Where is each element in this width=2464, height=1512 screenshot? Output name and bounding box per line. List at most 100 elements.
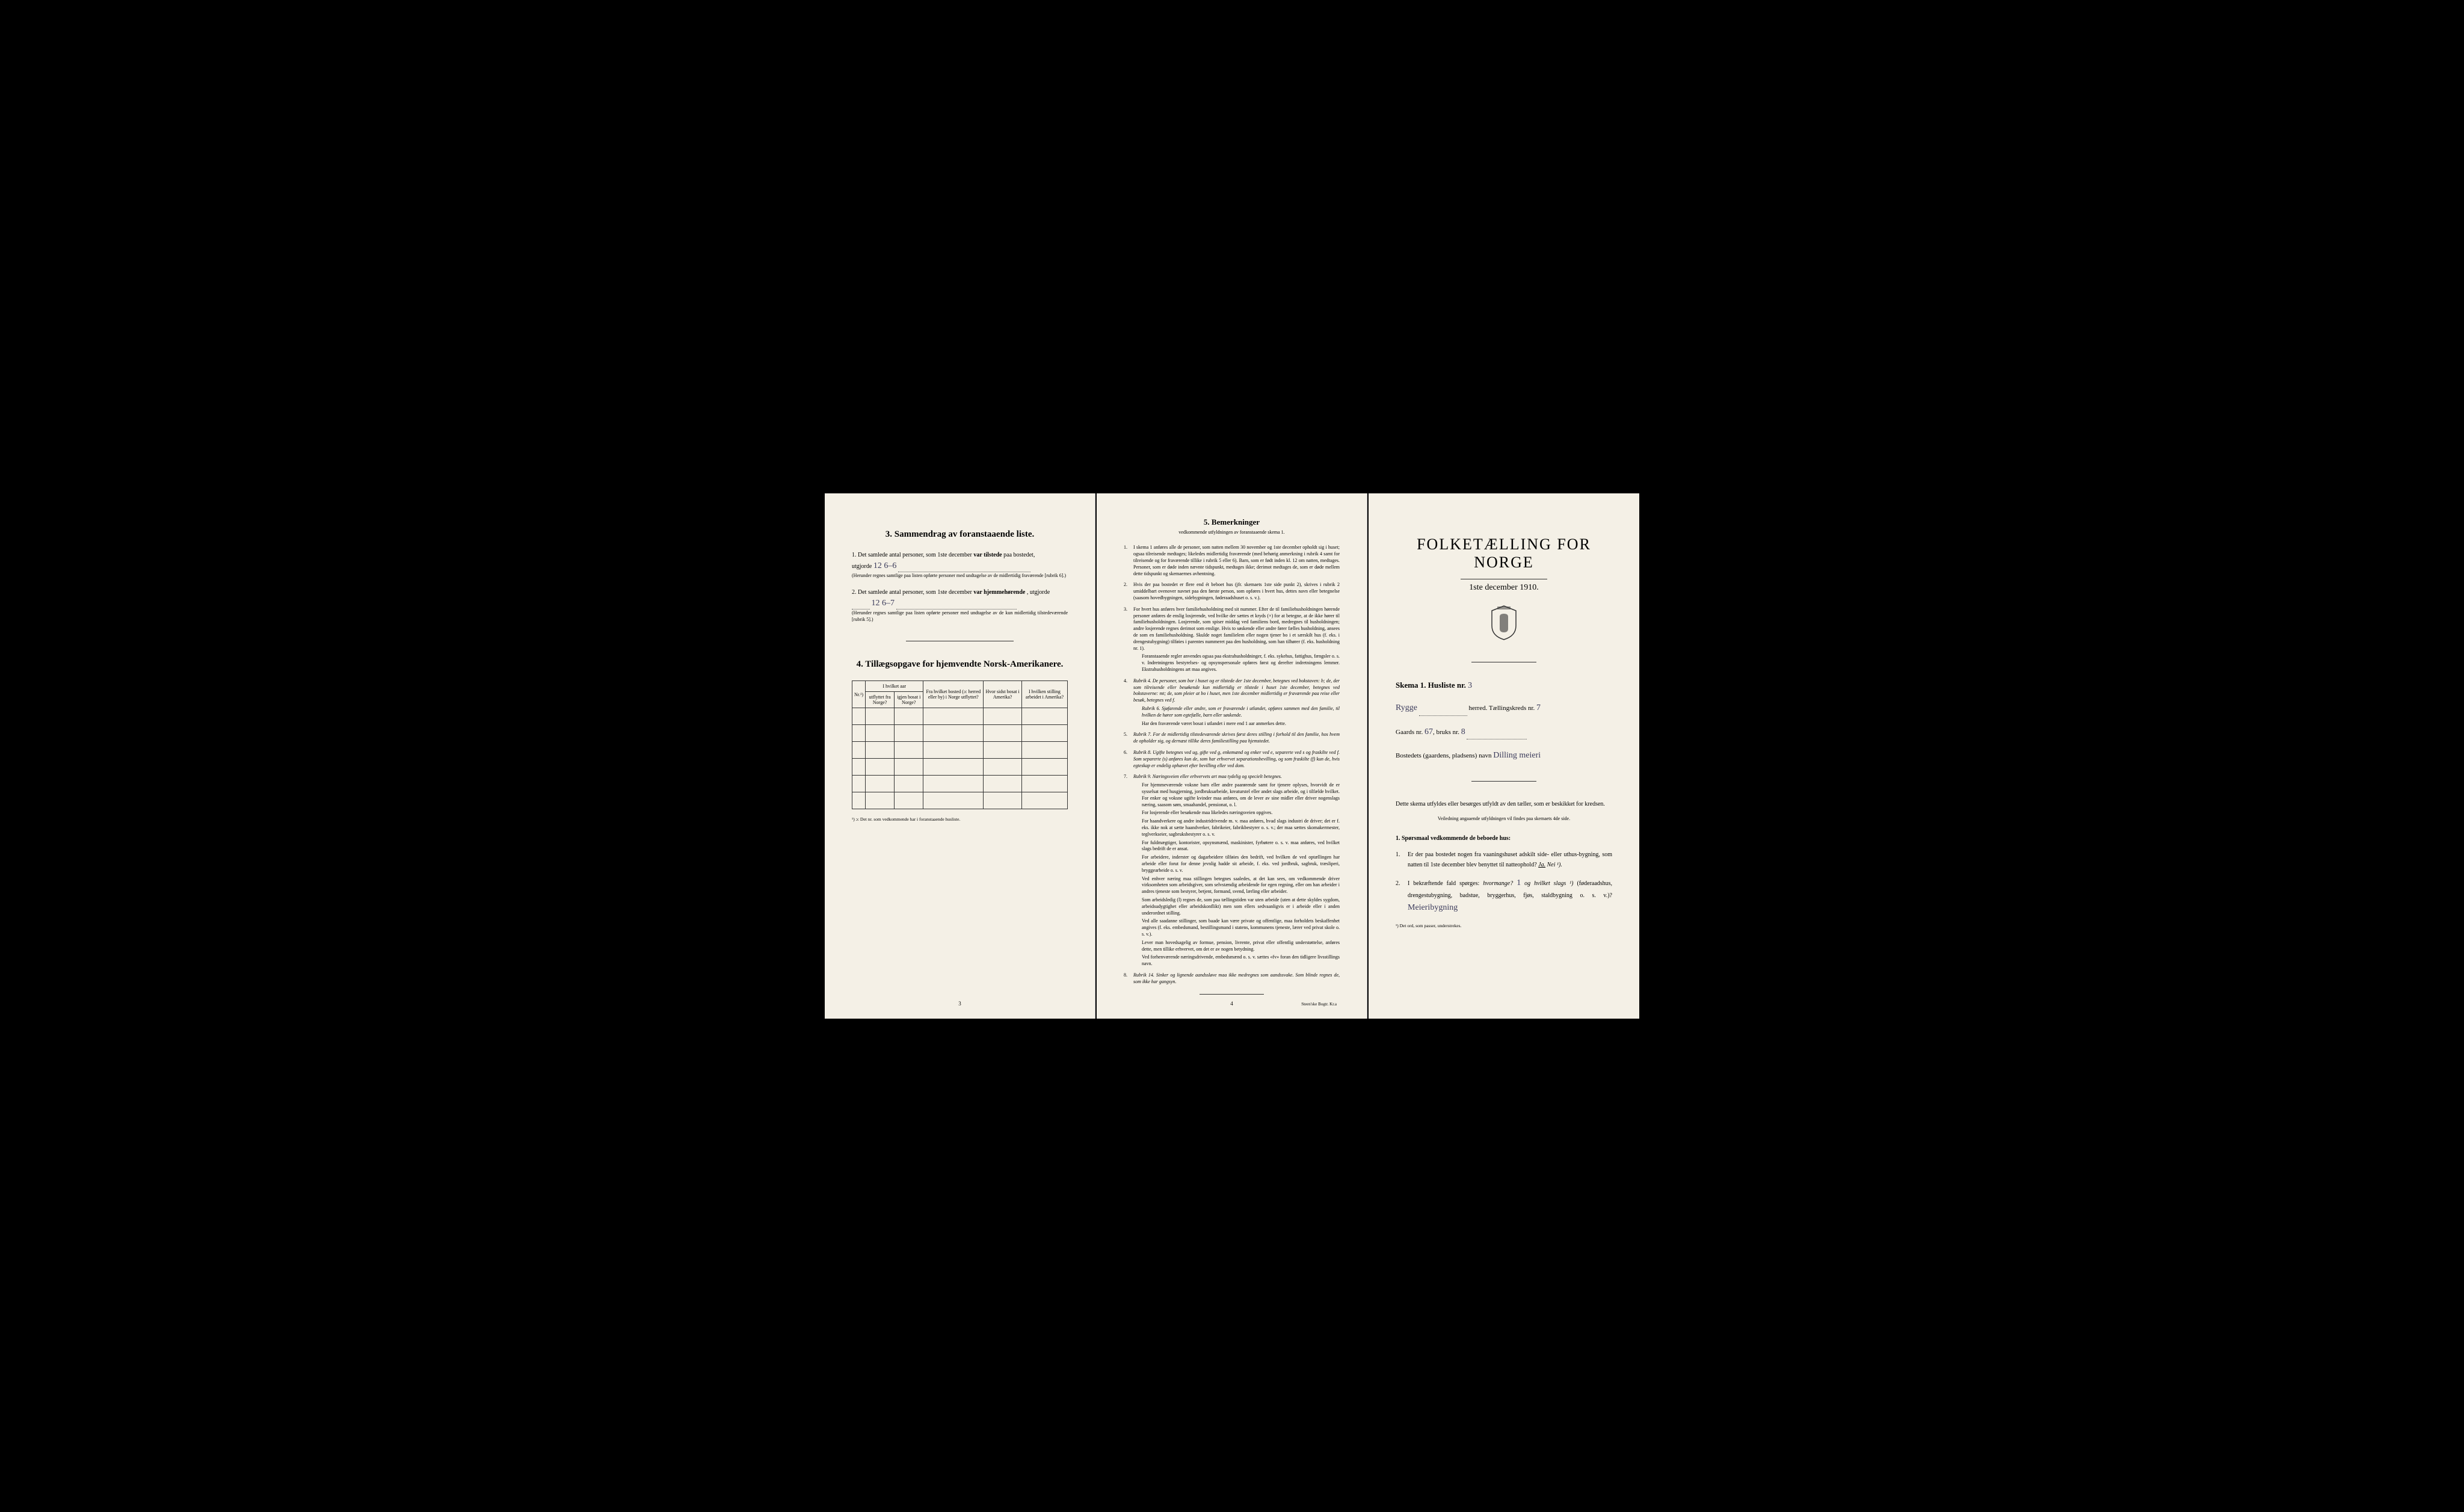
herred-label: herred. Tællingskreds nr. [1469, 705, 1535, 712]
kreds-nr: 7 [1536, 703, 1541, 712]
husliste-nr: 3 [1468, 681, 1472, 690]
th-nr: Nr.¹) [852, 681, 866, 708]
th-year: I hvilket aar [866, 681, 923, 692]
q1-text: Er der paa bostedet nogen fra vaaningshu… [1408, 851, 1612, 868]
skema-label: Skema 1. Husliste nr. [1396, 680, 1466, 690]
remark-extra: For arbeidere, inderster og dagarbeidere… [1133, 854, 1340, 874]
item2-bold: var hjemmehørende [973, 589, 1025, 596]
page-4: 5. Bemerkninger vedkommende utfyldningen… [1097, 493, 1367, 1018]
printer-mark: Steen'ske Bogtr. Kr.a [1301, 1002, 1337, 1007]
bosted-line: Bostedets (gaardens, pladsens) navn Dill… [1396, 748, 1612, 763]
coat-of-arms-icon [1396, 605, 1612, 644]
herred-value: Rygge [1396, 703, 1417, 712]
remark-5: 5.Rubrik 7. For de midlertidig tilstedev… [1124, 732, 1340, 745]
summary-item-1: 1. Det samlede antal personer, som 1ste … [852, 551, 1068, 579]
emigrant-table: Nr.¹) I hvilket aar Fra hvilket bosted (… [852, 680, 1068, 809]
th-igjen: igjen bosat i Norge? [895, 692, 923, 708]
item1-prefix: 1. Det samlede antal personer, som 1ste … [852, 552, 972, 558]
q2-answer: Meieribygning [1408, 903, 1458, 912]
remark-text: Hvis der paa bostedet er flere end ét be… [1133, 582, 1340, 600]
question-2: 2.I bekræftende fald spørges: hvormange?… [1396, 876, 1612, 915]
remark-text: Rubrik 14. Sinker og lignende aandssløve… [1133, 972, 1340, 984]
bosted-label: Bostedets (gaardens, pladsens) navn [1396, 752, 1491, 759]
page-3: 3. Sammendrag av foranstaaende liste. 1.… [825, 493, 1095, 1018]
remark-extra: Ved forhenværende næringsdrivende, embed… [1133, 954, 1340, 967]
remark-extra: Ved enhver næring maa stillingen betegne… [1133, 876, 1340, 895]
table-row [852, 759, 1068, 776]
skema-line: Skema 1. Husliste nr. 3 [1396, 680, 1612, 691]
table-row [852, 708, 1068, 725]
table-row [852, 742, 1068, 759]
remark-text: Rubrik 7. For de midlertidig tilstedevær… [1133, 732, 1340, 744]
bruks-label: bruks nr. [1436, 729, 1459, 736]
remark-extra: Rubrik 6. Sjøfarende eller andre, som er… [1133, 706, 1340, 719]
item1-suffix: paa bostedet, [1003, 552, 1035, 558]
section-5-subtitle: vedkommende utfyldningen av foranstaaend… [1124, 529, 1340, 535]
remark-extra: Ved alle saadanne stillinger, som baade … [1133, 918, 1340, 937]
remark-4: 4.Rubrik 4. De personer, som bor i huset… [1124, 678, 1340, 727]
instruction-2: Veiledning angaaende utfyldningen vil fi… [1396, 815, 1612, 823]
table-footnote: ¹) ɔ: Det nr. som vedkommende har i fora… [852, 816, 1068, 822]
question-heading: 1. Spørsmaal vedkommende de beboede hus: [1396, 834, 1612, 844]
remark-extra: For haandverkere og andre industridriven… [1133, 818, 1340, 838]
remark-7: 7.Rubrik 9. Næringsveien eller erhvervet… [1124, 774, 1340, 967]
item2-note: (Herunder regnes samtlige paa listen opf… [852, 609, 1068, 623]
section-4-title: 4. Tillægsopgave for hjemvendte Norsk-Am… [852, 659, 1068, 670]
q2-hvormange: hvormange? [1483, 880, 1513, 887]
census-date: 1ste december 1910. [1396, 583, 1612, 593]
item2-value: 12 6–7 [872, 599, 895, 608]
remark-text: Rubrik 4. De personer, som bor i huset o… [1133, 678, 1340, 703]
page-1-title: FOLKETÆLLING FOR NORGE 1ste december 191… [1369, 493, 1639, 1018]
remark-text: I skema 1 anføres alle de personer, som … [1133, 545, 1340, 576]
q2-value: 1 [1517, 878, 1521, 887]
census-title: FOLKETÆLLING FOR NORGE [1396, 535, 1612, 572]
dotted-fill [1419, 709, 1467, 716]
remark-3: 3.For hvert hus anføres hver familiehush… [1124, 606, 1340, 673]
item1-bold: var tilstede [973, 552, 1002, 558]
table-row [852, 776, 1068, 792]
remark-extra: Lever man hovedsagelig av formue, pensio… [1133, 940, 1340, 953]
remark-extra: For fuldmægtiger, kontorister, opsynsmæn… [1133, 840, 1340, 853]
divider [1200, 994, 1264, 995]
remark-6: 6.Rubrik 8. Ugifte betegnes ved ug, gift… [1124, 750, 1340, 769]
bosted-value: Dilling meieri [1493, 751, 1541, 760]
gaards-label: Gaards nr. [1396, 729, 1423, 736]
page-number: 3 [958, 1001, 961, 1007]
q1-nei: Nei ¹). [1547, 862, 1562, 868]
summary-item-2: 2. Det samlede antal personer, som 1ste … [852, 588, 1068, 623]
dotted-fill [852, 602, 870, 609]
dotted-fill [1467, 732, 1527, 739]
section-5-title: 5. Bemerkninger [1124, 517, 1340, 527]
divider [1471, 781, 1536, 782]
remark-text: For hvert hus anføres hver familiehushol… [1133, 606, 1340, 651]
dotted-fill [898, 565, 1030, 572]
th-stilling: I hvilken stilling arbeidet i Amerika? [1021, 681, 1067, 708]
item2-prefix: 2. Det samlede antal personer, som 1ste … [852, 589, 972, 596]
table-row [852, 725, 1068, 742]
table-row [852, 792, 1068, 809]
q1-ja: Ja. [1538, 862, 1545, 868]
remark-extra: Som arbeidsledig (l) regnes de, som paa … [1133, 897, 1340, 916]
remark-extra: For hjemmeværende voksne barn eller andr… [1133, 782, 1340, 808]
th-fra-bosted: Fra hvilket bosted (ɔ: herred eller by) … [923, 681, 984, 708]
item1-utgjorde: utgjorde [852, 563, 872, 570]
th-utflyttet: utflyttet fra Norge? [866, 692, 895, 708]
remark-text: Rubrik 8. Ugifte betegnes ved ug, gifte … [1133, 750, 1340, 768]
gaards-line: Gaards nr. 67, bruks nr. 8 [1396, 724, 1612, 739]
gaards-nr: 67 [1424, 727, 1433, 736]
remarks-list: 1.I skema 1 anføres alle de personer, so… [1124, 545, 1340, 985]
right-footnote: ¹) Det ord, som passer, understrekes. [1396, 923, 1612, 928]
page-number: 4 [1230, 1001, 1233, 1007]
remark-8: 8.Rubrik 14. Sinker og lignende aandsslø… [1124, 972, 1340, 986]
question-1: 1.Er der paa bostedet nogen fra vaanings… [1396, 850, 1612, 870]
section-3-title: 3. Sammendrag av foranstaaende liste. [852, 529, 1068, 540]
remark-1: 1.I skema 1 anføres alle de personer, so… [1124, 545, 1340, 577]
q2-suffix: og hvilket slags ¹) [1524, 880, 1573, 887]
document-spread: 3. Sammendrag av foranstaaende liste. 1.… [825, 493, 1639, 1018]
item2-suffix: , utgjorde [1027, 589, 1050, 596]
q2-prefix: I bekræftende fald spørges: [1408, 880, 1479, 887]
bruks-nr: 8 [1461, 727, 1465, 736]
remark-extra: Foranstaaende regler anvendes ogsaa paa … [1133, 653, 1340, 673]
item1-value: 12 6–6 [873, 561, 897, 570]
dotted-fill [896, 602, 1017, 609]
